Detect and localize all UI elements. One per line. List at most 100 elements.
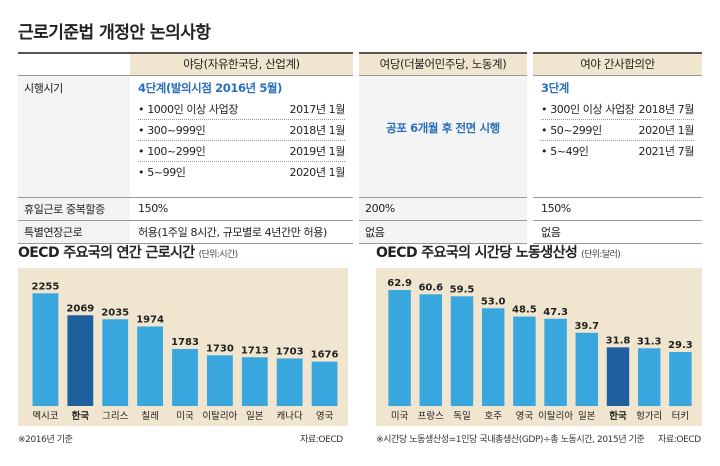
category-label: 미국	[176, 411, 194, 422]
data-label: 29.3	[668, 340, 693, 351]
page-title: 근로기준법 개정안 논의사항	[18, 23, 211, 43]
table-header-blank	[18, 52, 130, 76]
data-label: 62.9	[387, 278, 412, 289]
data-label: 59.5	[450, 284, 475, 295]
holiday-opposition: 150%	[130, 197, 356, 221]
bar	[513, 316, 536, 406]
list-item: • 50~299인 2020년 1월	[541, 120, 694, 141]
category-label: 멕시코	[32, 411, 58, 422]
category-label: 영국	[516, 411, 534, 422]
productivity-footnote: ※시간당 노동생산성=1인당 국내총생산(GDP)÷총 노동시간, 2015년 …	[376, 435, 645, 445]
comparison-table: 야당(자유한국당, 산업계) 여당(더불어민주당, 노동계) 여야 간사합의안 …	[18, 52, 702, 244]
bar	[102, 319, 129, 406]
extension-opposition: 허용(1주일 8시간, 규모별로 4년간만 허용)	[130, 220, 356, 244]
table-row-extension: 특별연장근로 허용(1주일 8시간, 규모별로 4년간만 허용) 없음 없음	[18, 220, 702, 244]
bar	[67, 315, 94, 406]
item-date: 2020년 1월	[289, 166, 345, 179]
bar	[241, 357, 268, 406]
item-text: • 1000인 이상 사업장	[138, 102, 239, 116]
extension-ruling: 없음	[353, 220, 530, 244]
data-label: 2035	[101, 307, 129, 318]
bar	[206, 355, 233, 406]
bar	[606, 347, 630, 406]
start-agreement: 3단계 • 300인 이상 사업장 2018년 7월 • 50~299인 2020년…	[527, 75, 702, 198]
hours-chart-panel: 2255 멕시코 2069 한국 2035 그리스 1974 칠레 1783 미국 1730 이탈리아…	[18, 268, 348, 426]
bar	[450, 296, 474, 406]
list-item: • 5~99인 2020년 1월	[138, 162, 345, 183]
list-item: • 300~999인 2018년 1월	[138, 120, 345, 141]
item-date: 2018년 1월	[289, 123, 345, 137]
bar	[137, 326, 164, 406]
category-label: 그리스	[102, 411, 128, 422]
category-label: 칠레	[141, 411, 158, 422]
productivity-chart-panel: 62.9 미국 60.6 프랑스 59.5 독일 53.0 호주 48.5 영국 47.3 이탈리아 3…	[376, 268, 702, 426]
hours-chart-title: OECD 주요국의 연간 근로시간 (단위:시간)	[18, 245, 239, 261]
category-label: 미국	[391, 411, 409, 422]
item-text: • 50~299인	[541, 123, 602, 137]
category-label: 한국	[609, 410, 627, 422]
hours-unit: (단위:시간)	[198, 250, 239, 260]
data-label: 48.5	[512, 305, 537, 316]
table-row-holiday: 휴일근로 중복할증 150% 200% 150%	[18, 197, 702, 221]
hours-footnote: ※2016년 기준	[18, 435, 73, 445]
category-label: 프랑스	[418, 410, 444, 422]
list-item: • 1000인 이상 사업장 2017년 1월	[138, 99, 345, 120]
ruling-start-text: 공포 6개월 후 전면 시행	[386, 120, 500, 135]
data-label: 47.3	[543, 307, 568, 318]
data-label: 1703	[276, 346, 304, 357]
item-date: 2021년 7월	[638, 145, 694, 158]
bar	[637, 348, 661, 406]
data-label: 1676	[311, 350, 339, 361]
bar	[388, 290, 411, 406]
opposition-subtitle: 4단계(발의시점 2016년 5월)	[138, 80, 282, 95]
category-label: 이탈리아	[202, 410, 237, 422]
table-header-row: 야당(자유한국당, 산업계) 여당(더불어민주당, 노동계) 여야 간사합의안	[18, 52, 702, 76]
header-opposition: 야당(자유한국당, 산업계)	[130, 52, 356, 76]
category-label: 독일	[453, 411, 470, 422]
header-agreement: 여야 간사합의안	[527, 52, 702, 76]
data-label: 1783	[171, 337, 199, 348]
productivity-chart: 62.9 미국 60.6 프랑스 59.5 독일 53.0 호주 48.5 영국 47.3 이탈리아 3…	[387, 278, 693, 422]
hours-source: 자료:OECD	[300, 435, 343, 445]
holiday-agreement: 150%	[527, 197, 702, 221]
data-label: 1974	[136, 314, 164, 325]
data-label: 60.6	[418, 282, 443, 293]
row-label-extension: 특별연장근로	[18, 220, 130, 244]
productivity-unit: (단위:달러)	[581, 250, 621, 260]
data-label: 2069	[66, 303, 94, 314]
bar	[669, 351, 692, 406]
bar	[575, 332, 599, 406]
data-label: 39.7	[574, 321, 599, 332]
bar	[276, 358, 303, 406]
row-label-start: 시행시기	[18, 75, 130, 198]
item-text: • 5~49인	[541, 145, 589, 158]
item-date: 2018년 7월	[638, 102, 694, 116]
bar	[419, 294, 443, 406]
item-date: 2017년 1월	[289, 102, 345, 116]
category-label: 영국	[316, 411, 334, 422]
category-label: 캐나다	[277, 411, 303, 422]
item-date: 2020년 1월	[638, 123, 694, 137]
agreement-subtitle: 3단계	[541, 80, 569, 95]
hours-chart: 2255 멕시코 2069 한국 2035 그리스 1974 칠레 1783 미국 1730 이탈리아…	[32, 281, 339, 422]
category-label: 터키	[672, 411, 689, 422]
bar	[544, 318, 567, 406]
data-label: 53.0	[481, 296, 506, 307]
item-text: • 300~999인	[138, 123, 206, 137]
list-item: • 100~299인 2019년 1월	[138, 141, 345, 162]
start-ruling: 공포 6개월 후 전면 시행	[353, 75, 530, 198]
list-item: • 5~49인 2021년 7월	[541, 141, 694, 162]
category-label: 한국	[72, 410, 90, 422]
row-label-holiday: 휴일근로 중복할증	[18, 197, 130, 221]
productivity-chart-title: OECD 주요국의 시간당 노동생산성 (단위:달러)	[376, 245, 621, 261]
list-item: • 300인 이상 사업장 2018년 7월	[541, 99, 694, 120]
bar	[311, 361, 338, 406]
extension-agreement: 없음	[527, 220, 702, 244]
item-text: • 5~99인	[138, 166, 186, 179]
data-label: 31.8	[606, 335, 631, 346]
header-ruling: 여당(더불어민주당, 노동계)	[353, 52, 530, 76]
table-row-start: 시행시기 4단계(발의시점 2016년 5월) • 1000인 이상 사업장 20…	[18, 75, 702, 198]
productivity-source: 자료:OECD	[658, 435, 701, 445]
category-label: 일본	[246, 411, 264, 422]
data-label: 1713	[241, 345, 269, 356]
